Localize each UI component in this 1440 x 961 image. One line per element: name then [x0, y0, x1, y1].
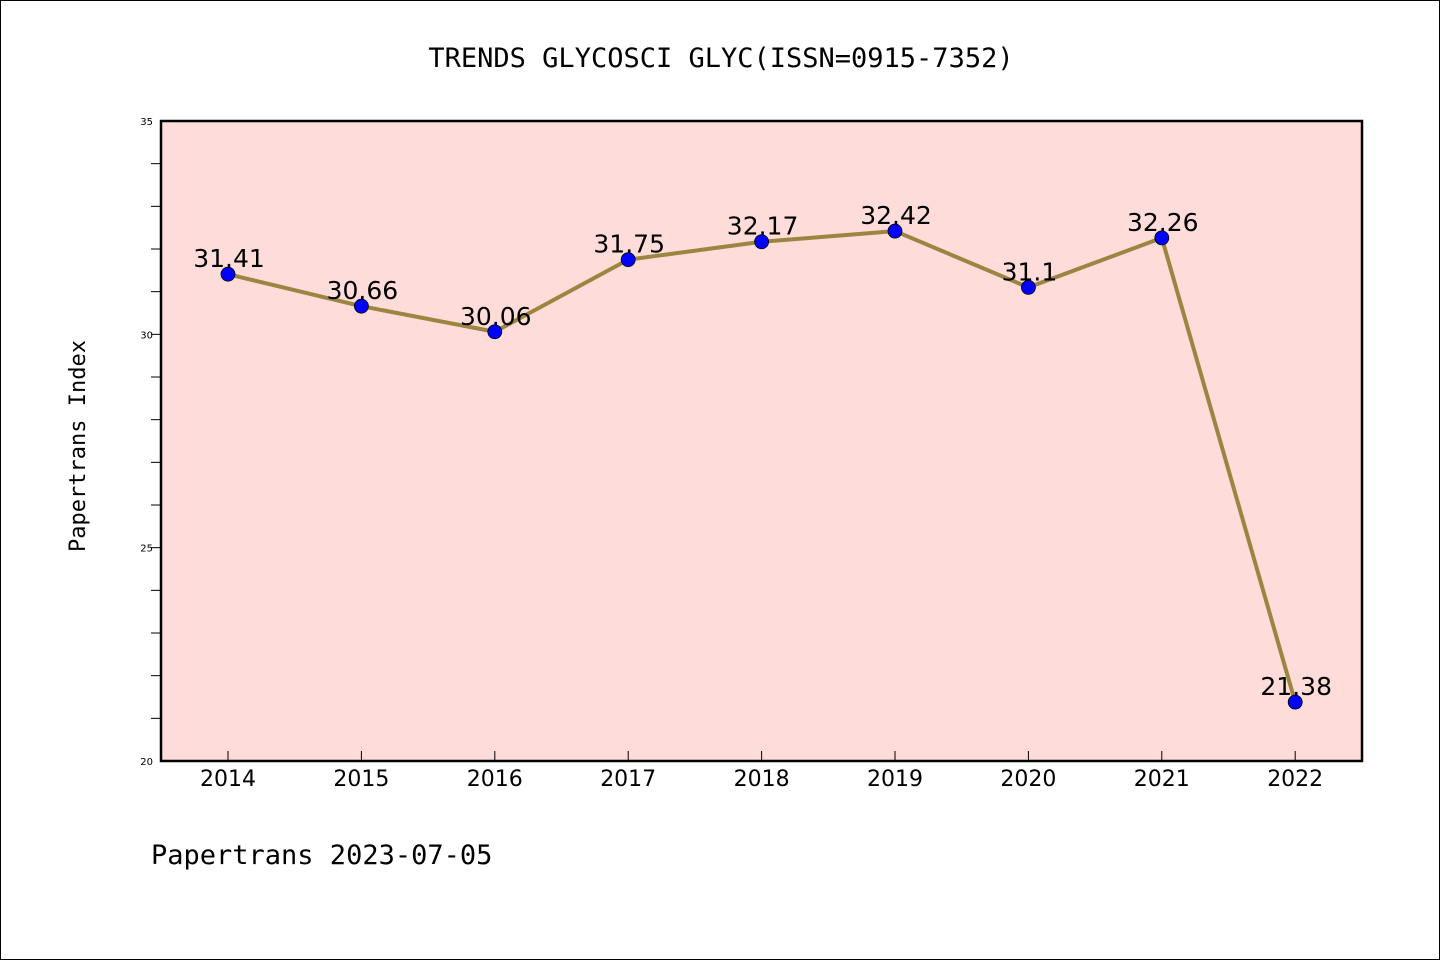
x-tick-label: 2016 [467, 767, 523, 792]
x-tick-label: 2022 [1267, 767, 1323, 792]
data-point [353, 298, 369, 314]
x-tick-label: 2014 [200, 767, 256, 792]
data-label: 30.06 [460, 302, 532, 331]
y-axis-label: Papertrans Index [66, 340, 91, 552]
data-point [220, 266, 236, 282]
data-point [487, 324, 503, 340]
data-label: 31.75 [593, 230, 665, 259]
data-label: 31.1 [1002, 257, 1058, 286]
data-label: 21.38 [1260, 672, 1332, 701]
plot-area [159, 119, 1364, 763]
y-tick-label: 25 [140, 544, 153, 555]
data-label: 30.66 [327, 276, 399, 305]
data-labels: 31.41 30.66 30.06 31.75 32.17 32.42 31.1 32.26 2… [193, 201, 1332, 701]
x-axis: 2014 2015 2016 2017 2018 2019 2020 2021 2022 [200, 751, 1323, 792]
data-point [887, 223, 903, 239]
data-label: 31.41 [193, 244, 265, 273]
data-label: 32.42 [860, 201, 932, 230]
x-tick-label: 2015 [333, 767, 389, 792]
x-tick-label: 2018 [734, 767, 790, 792]
data-series [220, 223, 1303, 710]
footer-text: Papertrans 2023-07-05 [151, 840, 492, 871]
y-tick-label: 20 [140, 757, 153, 768]
data-point [1154, 230, 1170, 246]
x-tick-label: 2021 [1134, 767, 1190, 792]
y-tick-label: 35 [140, 117, 153, 128]
data-point [1021, 279, 1036, 295]
x-tick-label: 2019 [867, 767, 923, 792]
x-tick-label: 2020 [1000, 767, 1056, 792]
y-tick-label: 30 [140, 330, 153, 341]
chart-title: TRENDS GLYCOSCI GLYC(ISSN=0915-7352) [428, 43, 1013, 74]
data-label: 32.17 [727, 212, 799, 241]
y-axis: 20 25 30 35 [140, 117, 161, 768]
x-tick-label: 2017 [600, 767, 656, 792]
data-label: 32.26 [1127, 208, 1199, 237]
data-point [620, 252, 636, 268]
data-point [754, 234, 769, 250]
data-point [1287, 694, 1303, 710]
